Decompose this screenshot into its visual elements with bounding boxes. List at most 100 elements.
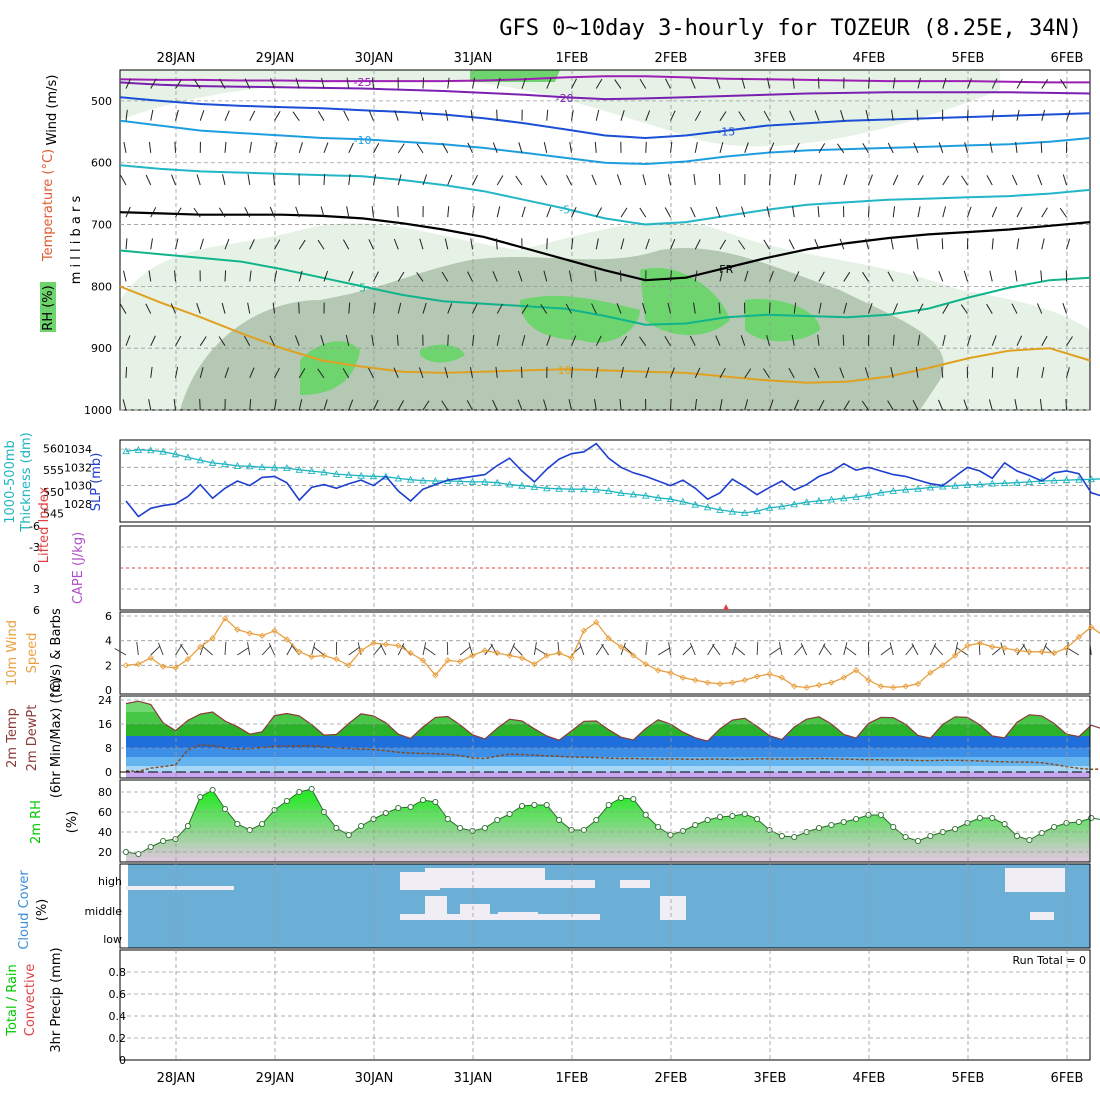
tick-label: 8 <box>105 742 112 755</box>
rh-marker <box>989 814 996 822</box>
wind-barb <box>690 206 696 218</box>
rh-band <box>126 847 1090 853</box>
wind-barb <box>937 399 944 411</box>
wind-barb <box>1039 399 1043 411</box>
wind-barb <box>244 78 251 89</box>
wind-barb <box>196 174 201 186</box>
wind-barb <box>249 398 252 411</box>
wind-speed-marker <box>815 681 823 689</box>
wind-barb-10m <box>468 642 473 656</box>
wind-barb <box>738 111 746 121</box>
wind-barb <box>715 77 721 89</box>
thickness-marker <box>307 467 316 475</box>
wind-speed-marker <box>890 684 897 691</box>
wind-barb <box>645 238 650 250</box>
wind-barb <box>397 302 402 314</box>
wind-barb <box>571 78 577 89</box>
wind-speed-marker <box>432 672 439 679</box>
wind-barb <box>1066 110 1071 121</box>
wind-barb <box>912 399 919 411</box>
thickness-marker <box>283 464 291 472</box>
tick-label: 0 <box>105 684 112 697</box>
wind-barb-10m <box>1067 647 1080 656</box>
wind-barb <box>125 238 128 250</box>
wind-barb <box>317 239 325 250</box>
cloud-patch <box>425 868 545 888</box>
wind-speed-marker <box>1026 648 1033 655</box>
rh-marker <box>1013 832 1021 840</box>
wind-barb <box>221 302 226 314</box>
wind-speed-marker <box>939 662 946 669</box>
rh-shade-dark <box>420 344 465 363</box>
wind-barb-10m <box>373 644 383 656</box>
wind-barb <box>447 77 450 89</box>
wind-barb <box>614 79 622 89</box>
rh-marker <box>494 816 501 824</box>
wind-barb-10m <box>268 642 275 656</box>
wind-barb-10m <box>956 647 968 656</box>
tick-label: 700 <box>91 219 112 232</box>
wind-barb <box>422 302 427 314</box>
wind-barb <box>967 78 972 89</box>
rh-marker <box>580 826 587 834</box>
wind-barb <box>763 239 770 250</box>
wind-barb-10m <box>348 646 360 656</box>
wind-barb <box>813 367 820 379</box>
wind-barb-10m <box>933 645 944 656</box>
tick-label: 0 <box>119 1054 126 1067</box>
wind-barb <box>793 302 797 314</box>
wind-barb-10m <box>136 642 139 656</box>
wind-barb <box>145 174 152 186</box>
thickness-marker <box>258 463 266 471</box>
rh-marker <box>531 801 538 809</box>
wind-barb <box>1016 366 1019 378</box>
axis-label-wind10: 10m Wind <box>5 620 20 686</box>
rh-marker <box>209 786 216 794</box>
wind-barb <box>492 271 498 282</box>
lifted-index-marker <box>723 604 729 610</box>
date-label-top: 30JAN <box>355 51 394 66</box>
wind-barb <box>868 77 870 89</box>
wind-barb <box>664 336 671 346</box>
date-label-bottom: 4FEB <box>853 1071 886 1086</box>
wind-barb <box>639 207 647 218</box>
wind-speed-marker <box>395 642 402 649</box>
wind-barb-10m <box>509 642 516 656</box>
wind-barb-10m <box>978 641 981 656</box>
axis-label-wind10-speed: Speed <box>25 633 40 674</box>
wind-barb <box>769 399 774 411</box>
wind-barb <box>546 238 548 250</box>
wind-barb <box>274 399 277 411</box>
isotherm-label: -15 <box>717 126 735 139</box>
wind-barb <box>274 367 280 379</box>
thickness-marker <box>864 491 873 499</box>
tick-label: 2 <box>105 659 112 672</box>
wind-barb <box>224 141 227 153</box>
wind-barb <box>1011 174 1018 186</box>
chart-title: GFS 0~10day 3-hourly for TOZEUR (8.25E, … <box>499 16 1082 41</box>
wind-barb <box>199 398 201 411</box>
wind-barb <box>639 336 647 346</box>
thickness-marker <box>505 480 514 488</box>
wind-barb <box>1065 398 1067 411</box>
wind-barb <box>890 238 894 250</box>
wind-barb <box>122 399 127 411</box>
thickness-marker <box>617 489 625 497</box>
wind-speed-marker <box>444 657 451 664</box>
wind-barb <box>693 302 696 314</box>
wind-barb <box>916 238 919 250</box>
cloud-patch <box>1030 912 1054 920</box>
wind-barb <box>718 173 721 186</box>
rh-marker <box>828 821 835 829</box>
wind-barb <box>986 303 993 314</box>
wind-barb <box>418 367 424 379</box>
wind-barb <box>323 142 329 154</box>
wind-barb <box>274 142 278 153</box>
wind-barb-10m <box>1016 644 1026 656</box>
thickness-marker <box>703 503 712 511</box>
rh-marker <box>345 831 352 839</box>
wind-barb <box>941 238 944 250</box>
wind-barb <box>224 110 230 121</box>
wind-barb <box>320 206 325 218</box>
wind-barb <box>447 303 453 314</box>
